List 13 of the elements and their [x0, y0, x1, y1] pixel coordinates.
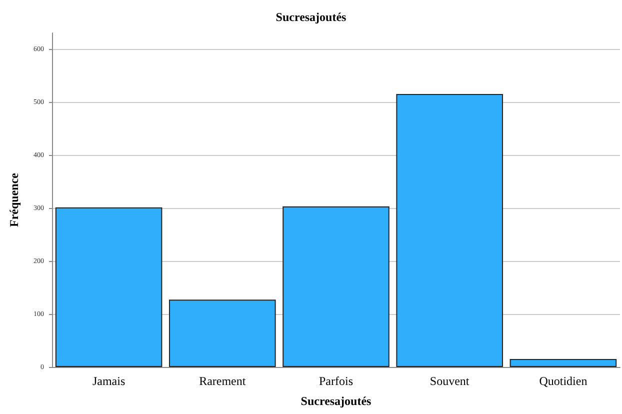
- bar: [169, 300, 276, 367]
- x-tick-label: Souvent: [430, 374, 470, 388]
- x-tick-label: Parfois: [319, 374, 354, 388]
- x-axis-title: Sucresajoutés: [300, 394, 372, 408]
- x-tick-label: Rarement: [199, 374, 246, 388]
- bar: [396, 94, 503, 367]
- chart-title: Sucresajoutés: [276, 10, 347, 24]
- bar: [510, 359, 617, 367]
- y-axis-title: Fréquence: [7, 172, 21, 227]
- x-tick-label: Jamais: [92, 374, 126, 388]
- bar: [282, 206, 390, 367]
- x-tick-label: Quotidien: [539, 374, 588, 388]
- bar: [55, 207, 162, 367]
